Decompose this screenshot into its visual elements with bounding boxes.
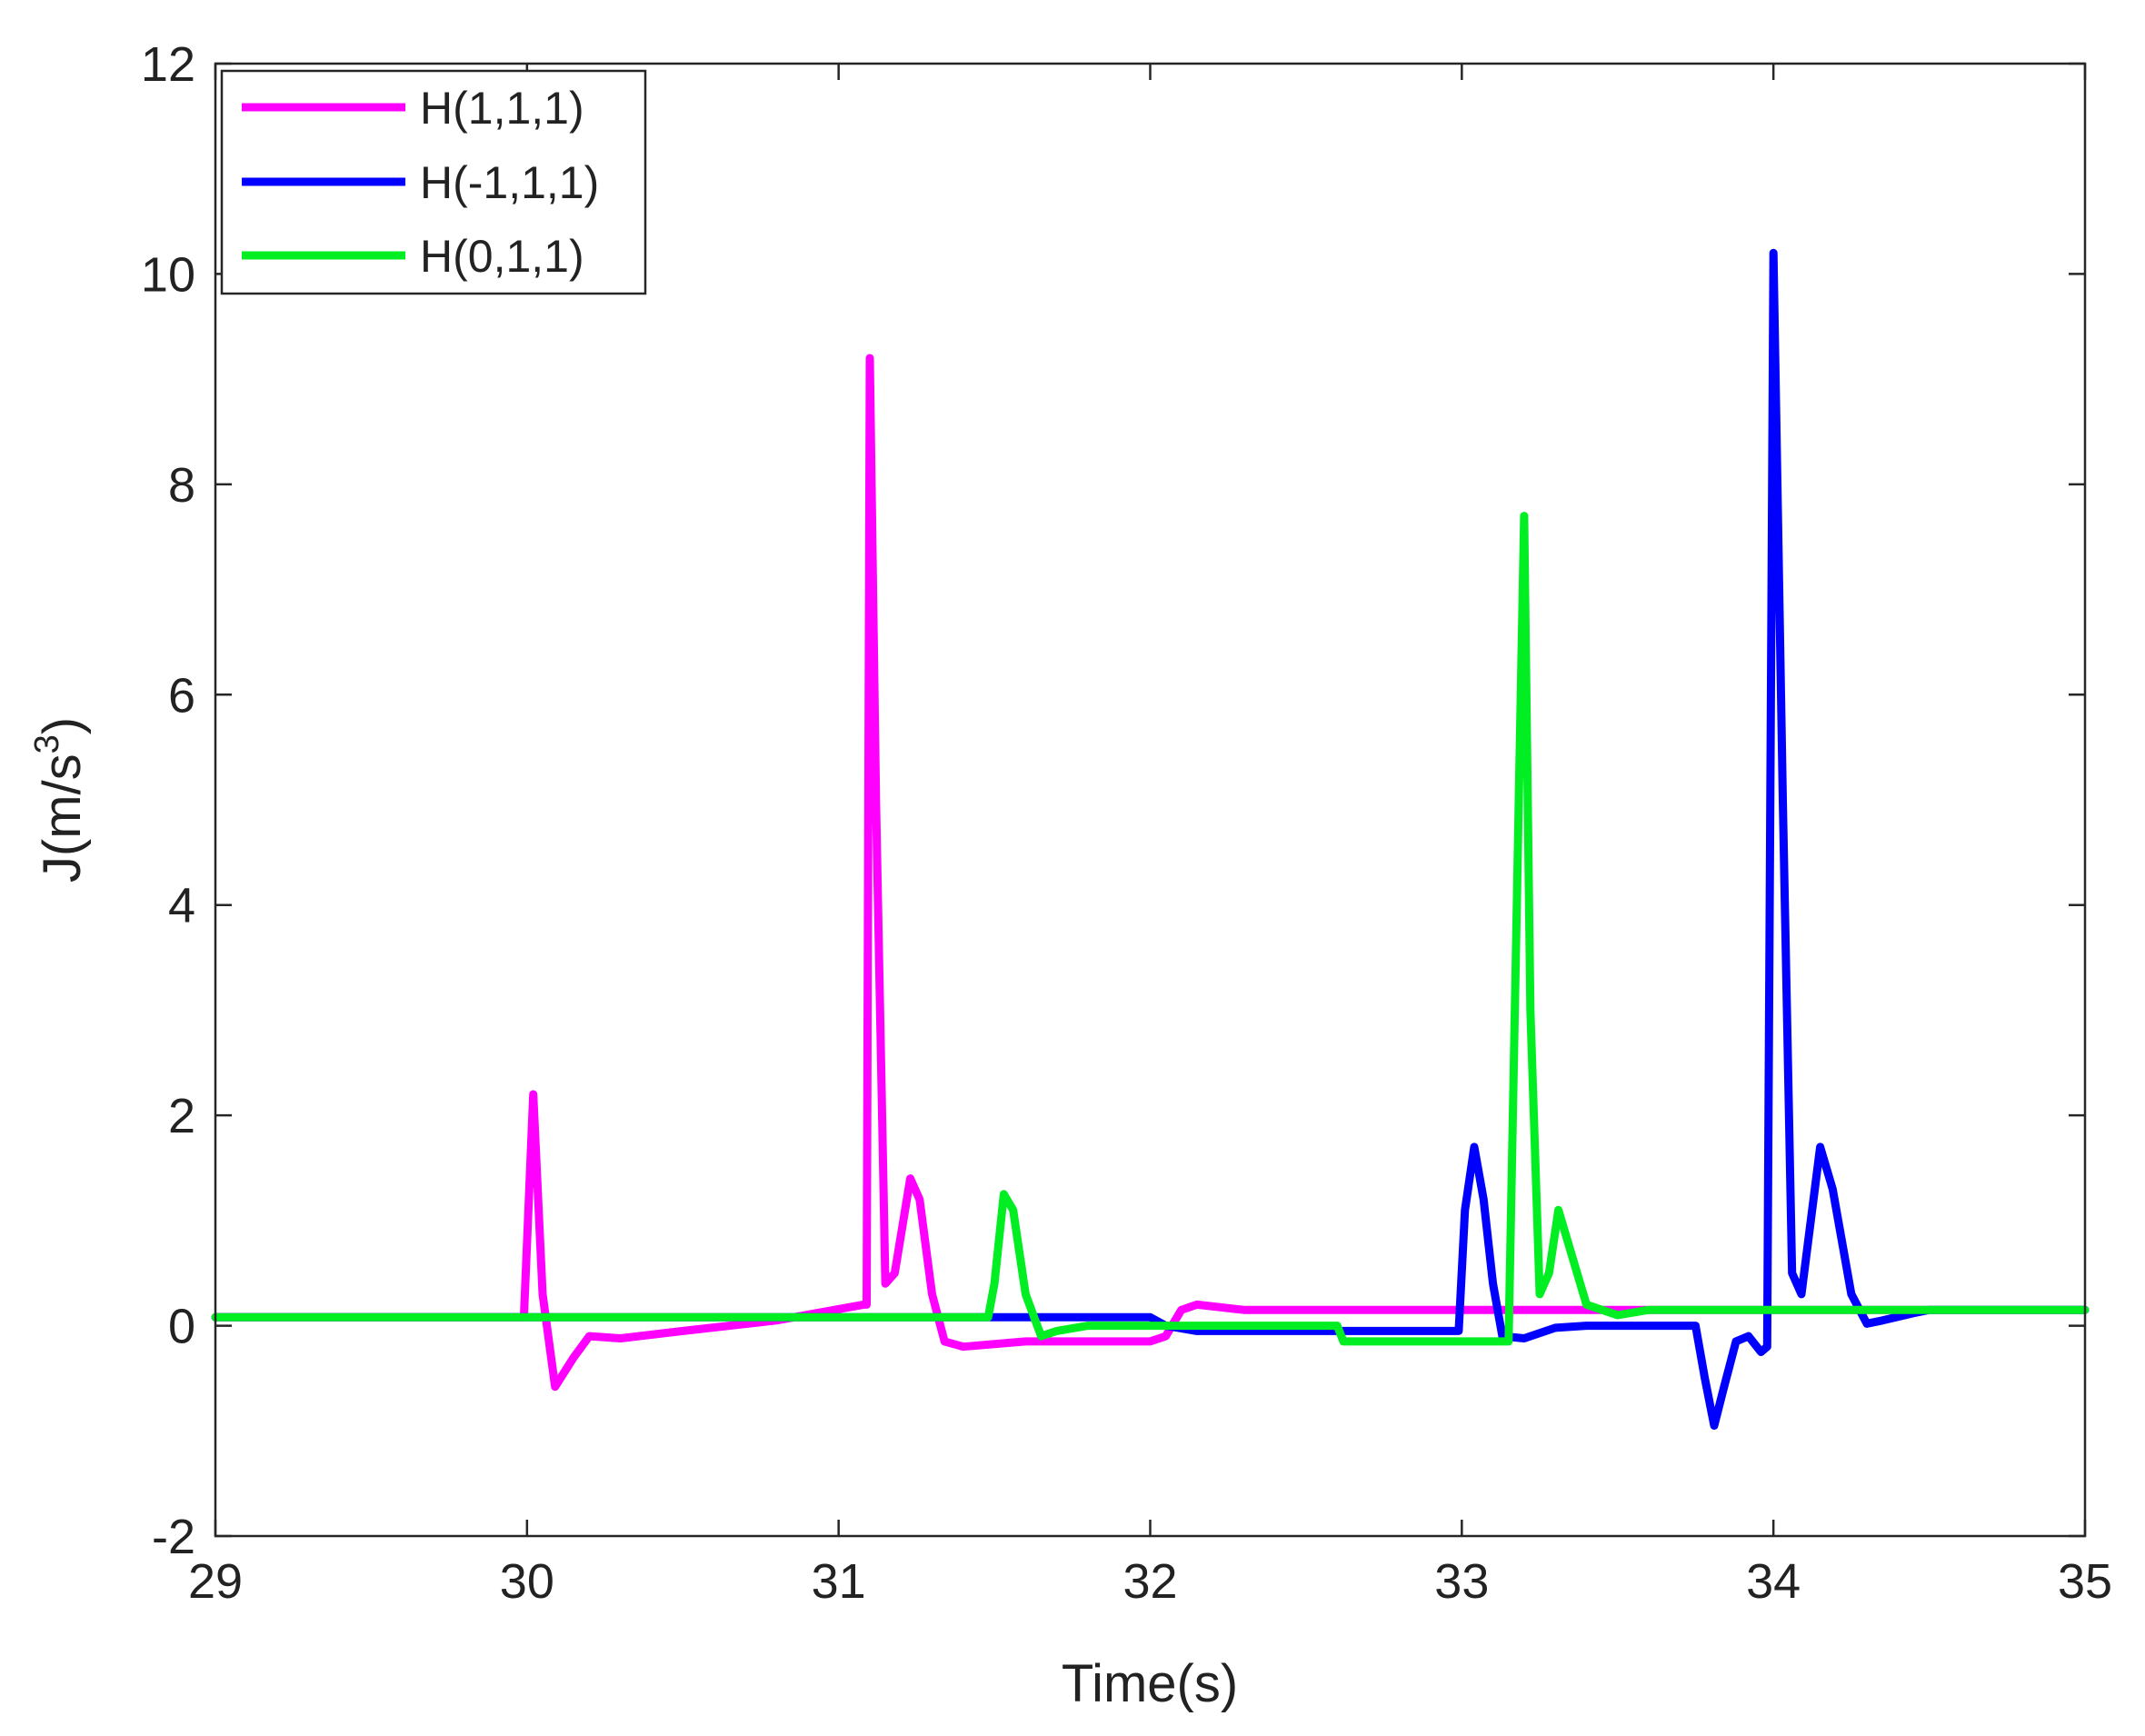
series-line-hm111 xyxy=(211,248,2090,1430)
y-tick-label: 0 xyxy=(168,1300,195,1354)
y-axis-title: J(m/s3) xyxy=(28,717,92,883)
y-axis-title-close: ) xyxy=(33,717,92,734)
y-tick-label: 12 xyxy=(141,37,195,92)
x-tick-label: 31 xyxy=(812,1554,866,1609)
x-tick-label: 32 xyxy=(1122,1554,1177,1609)
series-line-h111 xyxy=(211,354,2090,1392)
y-tick-label: 8 xyxy=(168,458,195,513)
y-tick-label: 10 xyxy=(141,247,195,302)
y-tick-label: 6 xyxy=(168,668,195,723)
x-tick-label: 29 xyxy=(188,1554,243,1609)
x-tick-label: 34 xyxy=(1746,1554,1801,1609)
legend: H(1,1,1) H(-1,1,1) H(0,1,1) xyxy=(220,69,647,295)
plot-area-frame xyxy=(214,62,2087,1538)
series-line-h011 xyxy=(211,512,2090,1346)
y-tick-label: 2 xyxy=(168,1089,195,1143)
legend-label-hm111: H(-1,1,1) xyxy=(420,157,599,208)
x-tick-label: 30 xyxy=(500,1554,554,1609)
x-axis-title: Time(s) xyxy=(1062,1654,1238,1713)
legend-label-h011: H(0,1,1) xyxy=(420,231,584,282)
x-tick-label: 33 xyxy=(1434,1554,1489,1609)
x-tick-label: 35 xyxy=(2058,1554,2112,1609)
y-tick-label: -2 xyxy=(152,1510,195,1564)
y-tick-label: 4 xyxy=(168,879,195,933)
legend-label-h111: H(1,1,1) xyxy=(420,83,584,134)
y-axis-title-main: J(m/s xyxy=(33,753,92,883)
axis-ticks: 29 30 31 32 33 34 35 -2 0 2 4 6 8 10 12 xyxy=(141,37,2112,1609)
y-axis-title-exponent: 3 xyxy=(28,734,66,753)
series-lines xyxy=(211,248,2090,1430)
